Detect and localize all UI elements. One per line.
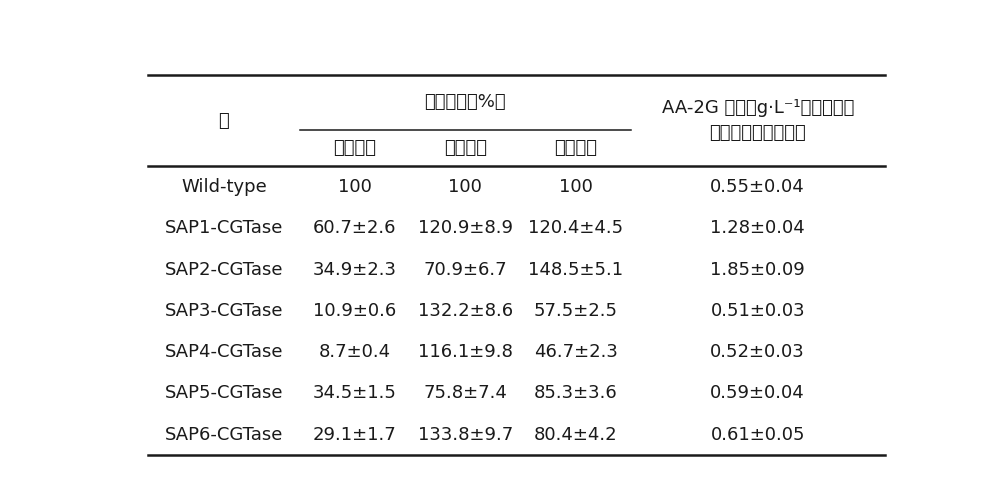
Text: 0.55±0.04: 0.55±0.04 [710,178,805,196]
Text: 34.5±1.5: 34.5±1.5 [313,384,397,402]
Text: 60.7±2.6: 60.7±2.6 [313,219,397,237]
Text: 100: 100 [448,178,482,196]
Text: 29.1±1.7: 29.1±1.7 [313,426,397,443]
Text: 132.2±8.6: 132.2±8.6 [418,302,513,320]
Text: 100: 100 [338,178,372,196]
Text: 0.61±0.05: 0.61±0.05 [710,426,805,443]
Text: 1.28±0.04: 1.28±0.04 [710,219,805,237]
Text: 0.51±0.03: 0.51±0.03 [710,302,805,320]
Text: 80.4±4.2: 80.4±4.2 [534,426,617,443]
Text: 85.3±3.6: 85.3±3.6 [534,384,618,402]
Text: 10.9±0.6: 10.9±0.6 [313,302,396,320]
Text: 120.4±4.5: 120.4±4.5 [528,219,623,237]
Text: AA-2G 产量（g·L⁻¹）（可溶性
淡粉作为糖基供体）: AA-2G 产量（g·L⁻¹）（可溶性 淡粉作为糖基供体） [662,99,854,142]
Text: SAP1-CGTase: SAP1-CGTase [165,219,283,237]
Text: 水解活力: 水解活力 [444,139,487,157]
Text: SAP6-CGTase: SAP6-CGTase [165,426,283,443]
Text: 34.9±2.3: 34.9±2.3 [313,260,397,279]
Text: 0.59±0.04: 0.59±0.04 [710,384,805,402]
Text: 1.85±0.09: 1.85±0.09 [710,260,805,279]
Text: 133.8±9.7: 133.8±9.7 [418,426,513,443]
Text: SAP3-CGTase: SAP3-CGTase [165,302,283,320]
Text: 75.8±7.4: 75.8±7.4 [423,384,507,402]
Text: 醂: 醂 [219,112,229,129]
Text: 100: 100 [559,178,593,196]
Text: 8.7±0.4: 8.7±0.4 [319,343,391,361]
Text: 70.9±6.7: 70.9±6.7 [423,260,507,279]
Text: SAP5-CGTase: SAP5-CGTase [165,384,283,402]
Text: Wild-type: Wild-type [181,178,267,196]
Text: SAP2-CGTase: SAP2-CGTase [165,260,283,279]
Text: 环化活力: 环化活力 [333,139,376,157]
Text: 0.52±0.03: 0.52±0.03 [710,343,805,361]
Text: 相对活力（%）: 相对活力（%） [424,93,506,112]
Text: 120.9±8.9: 120.9±8.9 [418,219,513,237]
Text: 148.5±5.1: 148.5±5.1 [528,260,623,279]
Text: 116.1±9.8: 116.1±9.8 [418,343,513,361]
Text: 46.7±2.3: 46.7±2.3 [534,343,618,361]
Text: SAP4-CGTase: SAP4-CGTase [165,343,283,361]
Text: 歧化活力: 歧化活力 [554,139,597,157]
Text: 57.5±2.5: 57.5±2.5 [534,302,618,320]
